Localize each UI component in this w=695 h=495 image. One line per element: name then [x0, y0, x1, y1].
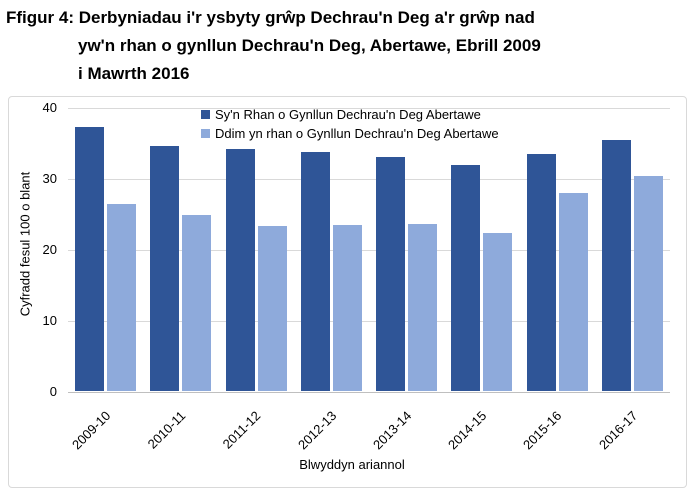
bar-2015-16-not-in-scheme — [558, 193, 588, 392]
legend-swatch-dark-blue — [201, 110, 210, 119]
figure-title-line-1: Ffigur 4: Derbyniadau i'r ysbyty grŵp De… — [6, 8, 535, 27]
bar-2010-11-in-scheme — [150, 145, 180, 392]
gridline-10 — [68, 320, 670, 322]
legend-swatch-light-blue — [201, 129, 210, 138]
y-tick-label-10: 10 — [42, 312, 57, 328]
bar-2010-11-not-in-scheme — [182, 215, 212, 392]
bar-2009-10-in-scheme — [75, 127, 105, 392]
legend-label: Ddim yn rhan o Gynllun Dechrau'n Deg Abe… — [215, 126, 499, 141]
y-tick-label-0: 0 — [49, 383, 57, 399]
x-tick-label-2011-12: 2011-12 — [220, 407, 264, 452]
y-tick-label-40: 40 — [42, 100, 57, 115]
x-tick-label-2015-16: 2015-16 — [520, 407, 565, 452]
bar-2013-14-not-in-scheme — [408, 223, 438, 392]
gridline-20 — [68, 249, 670, 251]
x-tick-label-2014-15: 2014-15 — [445, 407, 490, 452]
gridline-30 — [68, 178, 670, 180]
bar-2011-12-in-scheme — [225, 149, 255, 392]
x-axis-line — [68, 391, 670, 393]
bar-2016-17-not-in-scheme — [633, 176, 663, 392]
bar-2014-15-not-in-scheme — [483, 232, 513, 392]
bar-2011-12-not-in-scheme — [257, 225, 287, 392]
x-axis-title: Blwyddyn ariannol — [299, 457, 405, 472]
x-tick-label-2012-13: 2012-13 — [294, 407, 339, 452]
figure-title: Ffigur 4: Derbyniadau i'r ysbyty grŵp De… — [6, 4, 678, 88]
x-tick-label-2010-11: 2010-11 — [144, 407, 189, 452]
bar-2009-10-not-in-scheme — [107, 204, 137, 392]
legend-item-in-scheme: Sy'n Rhan o Gynllun Dechrau'n Deg Aberta… — [201, 105, 499, 124]
bar-2014-15-in-scheme — [451, 165, 481, 392]
y-tick-label-20: 20 — [42, 241, 57, 257]
bar-2013-14-in-scheme — [376, 156, 406, 392]
legend-label: Sy'n Rhan o Gynllun Dechrau'n Deg Aberta… — [215, 107, 481, 122]
x-tick-label-2013-14: 2013-14 — [369, 407, 415, 452]
legend-item-not-in-scheme: Ddim yn rhan o Gynllun Dechrau'n Deg Abe… — [201, 124, 499, 143]
bar-2012-13-not-in-scheme — [332, 224, 362, 392]
x-tick-label-2016-17: 2016-17 — [595, 407, 640, 452]
legend: Sy'n Rhan o Gynllun Dechrau'n Deg Aberta… — [201, 105, 499, 143]
chart-area: Cyfradd fesul 100 o blant 0 10 20 30 40 2009… — [8, 96, 687, 488]
bar-2015-16-in-scheme — [526, 154, 556, 392]
gridline-40 — [68, 108, 670, 109]
bar-2016-17-in-scheme — [601, 139, 631, 392]
y-tick-label-30: 30 — [42, 170, 57, 186]
figure-title-line-3: i Mawrth 2016 — [78, 64, 190, 83]
bar-2012-13-in-scheme — [300, 151, 330, 392]
figure-title-line-2: yw'n rhan o gynllun Dechrau'n Deg, Abert… — [78, 36, 541, 55]
x-tick-label-2009-10: 2009-10 — [68, 407, 114, 452]
